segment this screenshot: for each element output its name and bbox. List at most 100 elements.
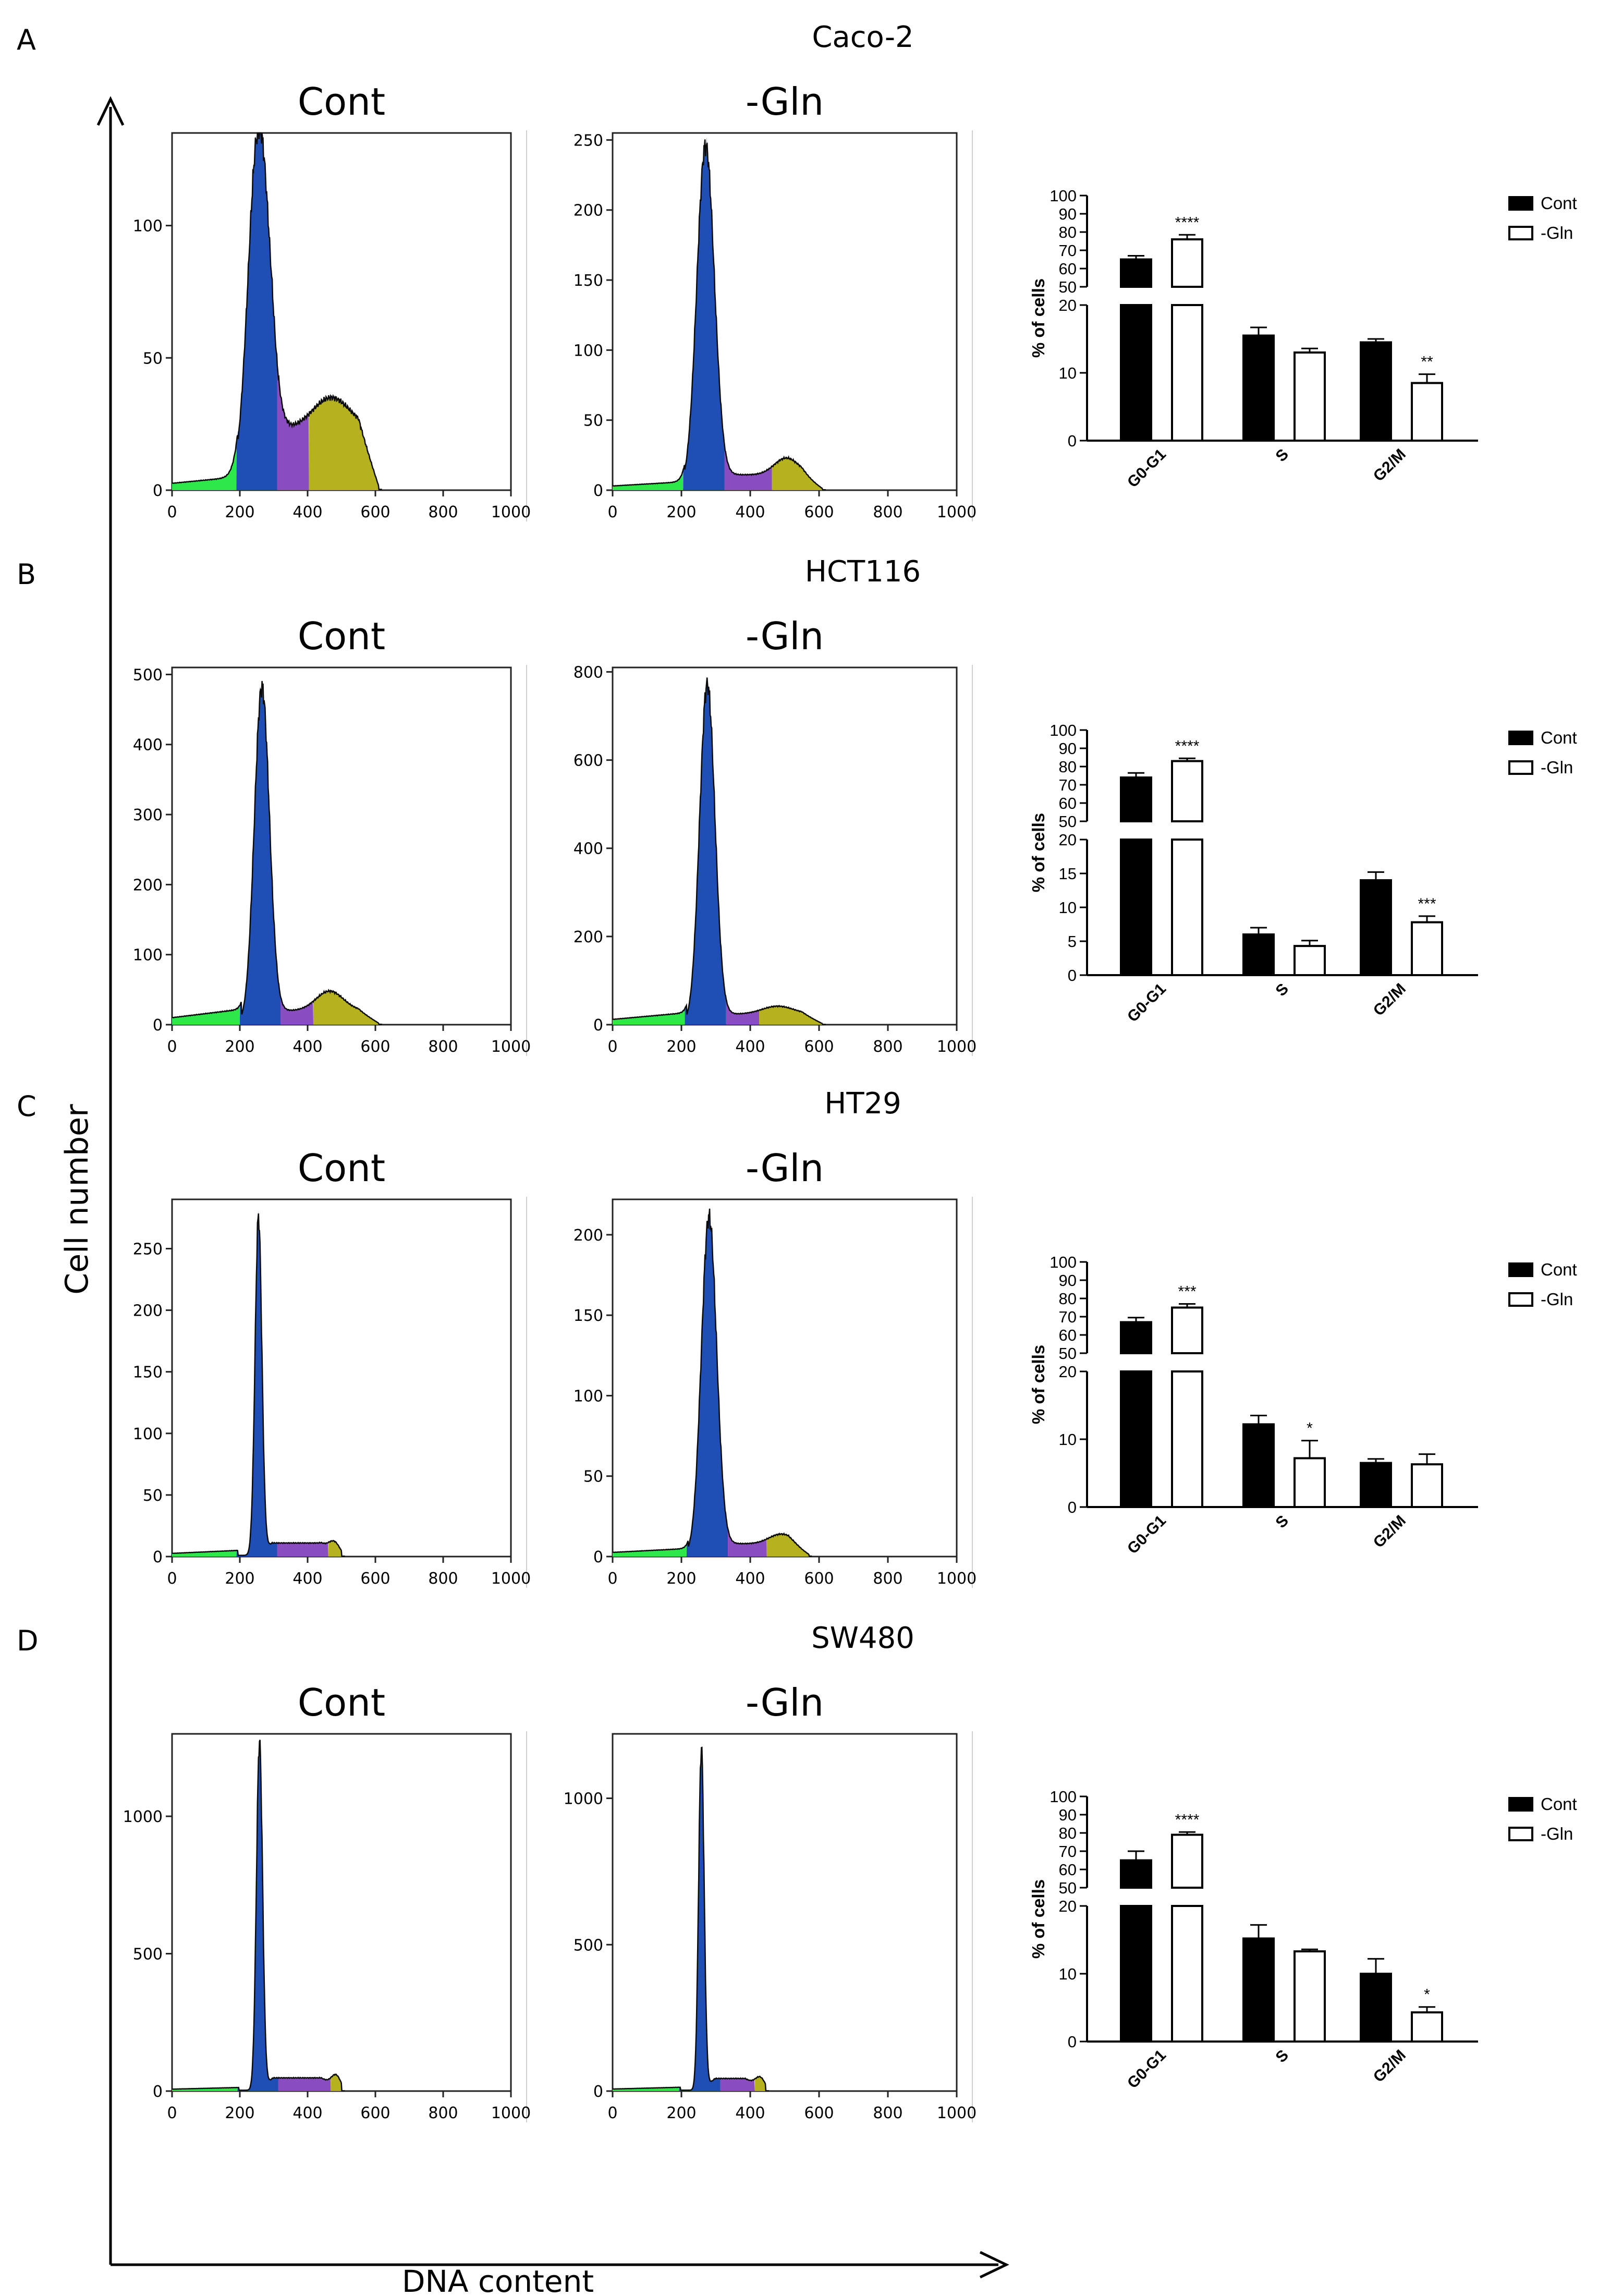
y-tick-label: 0 [153, 1548, 163, 1566]
x-tick-label: 600 [804, 1570, 834, 1588]
bar-y-axis-label: % of cells [1029, 278, 1048, 358]
y-tick-label: 0 [593, 1016, 603, 1035]
histogram-cont: Cont 0 200 400 600 800 1000 0 100 200 300 400 500 [133, 614, 531, 1056]
bar-cont [1120, 776, 1152, 822]
g2m-region [328, 1540, 341, 1557]
y-tick-label: 400 [133, 736, 163, 755]
panel-letter: C [17, 1090, 36, 1123]
bar-category-label: S [1272, 446, 1291, 465]
g1-region [683, 137, 725, 490]
x-tick-label: 200 [225, 1038, 254, 1056]
histogram-outline [612, 1746, 769, 2092]
panel-letter: B [17, 558, 36, 591]
x-tick-label: 400 [292, 1570, 322, 1588]
y-tick-label: 300 [133, 806, 163, 824]
g1-region [679, 1747, 721, 2091]
x-tick-label: 0 [167, 2104, 177, 2122]
g1-region [685, 677, 726, 1025]
bar-y-tick-label: 50 [1059, 812, 1077, 831]
s-phase-region [720, 2078, 755, 2091]
bar-gln [1293, 1457, 1326, 1508]
y-tick-label: 100 [133, 217, 163, 236]
g1-region [236, 1210, 277, 1557]
y-tick-label: 0 [153, 2083, 163, 2101]
sub-g1-region [172, 444, 237, 490]
bar-gln [1411, 382, 1443, 442]
y-tick-label: 0 [153, 1016, 163, 1035]
bar-category-label: G2/M [1370, 980, 1409, 1019]
bar-cont [1360, 341, 1392, 442]
bar-y-tick-label: 10 [1059, 1430, 1077, 1449]
bar-gln-lower [1171, 1370, 1203, 1508]
bar-y-axis-label: % of cells [1029, 813, 1048, 892]
y-tick-label: 150 [573, 1307, 603, 1325]
x-tick-label: 0 [607, 1570, 617, 1588]
x-tick-label: 200 [666, 1038, 696, 1056]
bar-y-tick-label: 70 [1059, 776, 1077, 794]
x-tick-label: 600 [360, 2104, 390, 2122]
histogram-label: -Gln [746, 614, 824, 658]
bar-gln-lower [1171, 304, 1203, 442]
x-tick-label: 200 [666, 2104, 696, 2122]
bar-y-tick-label: 15 [1059, 865, 1077, 883]
x-tick-label: 1000 [937, 2104, 977, 2122]
significance-mark: * [1307, 1420, 1313, 1437]
bar-gln [1171, 1306, 1203, 1354]
x-tick-label: 600 [804, 1038, 834, 1056]
bar-category-label: G2/M [1370, 446, 1409, 485]
histogram-outline [172, 1740, 345, 2092]
bar-category-label: G0-G1 [1124, 446, 1169, 491]
x-tick-label: 600 [360, 503, 390, 521]
bar-y-tick-label: 80 [1059, 223, 1077, 241]
x-tick-label: 800 [873, 503, 902, 521]
g1-region [686, 1211, 728, 1557]
bar-y-tick-label: 50 [1059, 1879, 1077, 1897]
histogram-label: Cont [298, 1146, 385, 1190]
significance-mark: ** [1421, 354, 1433, 371]
significance-mark: *** [1418, 895, 1436, 913]
bar-cont [1242, 933, 1275, 976]
bar-cont [1360, 879, 1392, 976]
legend-label: Cont [1541, 1794, 1577, 1814]
x-tick-label: 200 [225, 2104, 254, 2122]
bar-cont-lower [1120, 304, 1152, 442]
legend-label: -Gln [1541, 1290, 1573, 1309]
x-tick-label: 600 [360, 1570, 390, 1588]
x-tick-label: 0 [167, 1570, 177, 1588]
bar-cont [1120, 1859, 1152, 1889]
x-tick-label: 200 [666, 1570, 696, 1588]
x-tick-label: 1000 [937, 503, 977, 521]
y-tick-label: 200 [133, 1302, 163, 1320]
y-tick-label: 200 [133, 876, 163, 894]
x-tick-label: 1000 [491, 1570, 531, 1588]
sub-g1-region [613, 471, 684, 490]
x-tick-label: 0 [167, 1038, 177, 1056]
bar-category-label: G0-G1 [1124, 1512, 1169, 1558]
x-tick-label: 0 [607, 1038, 617, 1056]
legend-swatch [1508, 1262, 1533, 1277]
x-tick-label: 400 [292, 1038, 322, 1056]
bar-y-tick-label: 60 [1059, 794, 1077, 812]
histogram-cont: Cont 0 200 400 600 800 1000 0 500 1000 [123, 1681, 531, 2122]
cell-line-title: HT29 [824, 1087, 901, 1121]
bar-category-label: S [1272, 1512, 1291, 1532]
g1-region [236, 133, 277, 490]
bar-category-label: G0-G1 [1124, 980, 1169, 1026]
y-tick-label: 50 [583, 412, 603, 430]
x-tick-label: 600 [804, 2104, 834, 2122]
g1-region [240, 679, 280, 1025]
histogram-label: Cont [298, 80, 385, 124]
x-tick-label: 400 [735, 1038, 765, 1056]
y-tick-label: 200 [573, 928, 603, 946]
bar-gln-lower [1171, 839, 1203, 976]
bar-y-tick-label: 20 [1059, 296, 1077, 314]
x-tick-label: 1000 [491, 2104, 531, 2122]
y-tick-label: 50 [583, 1468, 603, 1486]
x-tick-label: 800 [873, 1038, 902, 1056]
